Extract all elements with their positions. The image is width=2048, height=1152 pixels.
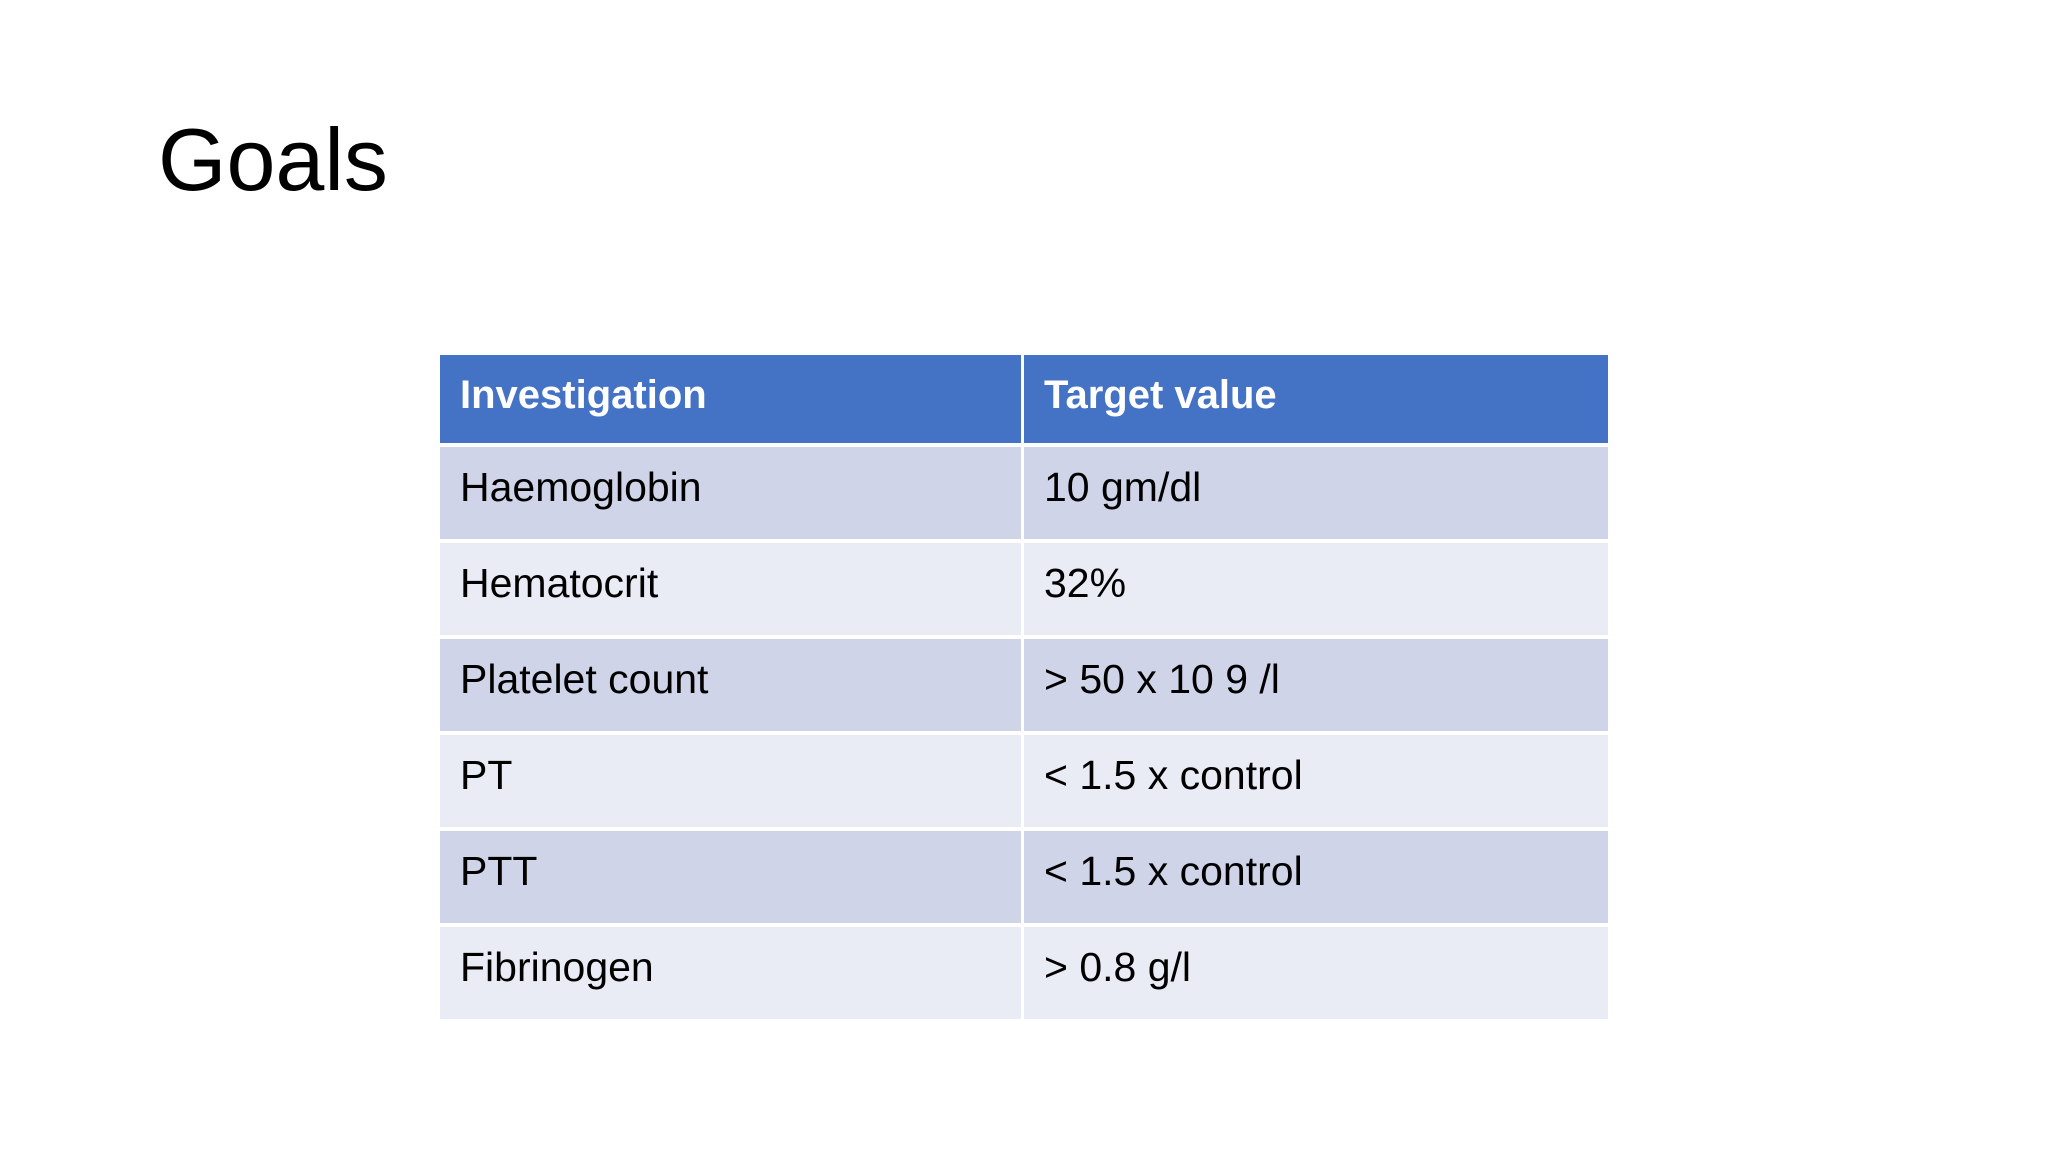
table-row: PTT < 1.5 x control — [440, 831, 1608, 927]
cell-investigation: PT — [440, 735, 1024, 831]
goals-table: Investigation Target value Haemoglobin 1… — [440, 355, 1608, 1023]
slide-title: Goals — [158, 110, 388, 209]
cell-investigation: Hematocrit — [440, 543, 1024, 639]
cell-target-value: < 1.5 x control — [1024, 831, 1608, 927]
cell-investigation: Haemoglobin — [440, 447, 1024, 543]
table-row: Hematocrit 32% — [440, 543, 1608, 639]
table-header-row: Investigation Target value — [440, 355, 1608, 447]
cell-investigation: Fibrinogen — [440, 927, 1024, 1023]
table-row: PT < 1.5 x control — [440, 735, 1608, 831]
cell-target-value: 32% — [1024, 543, 1608, 639]
table-row: Platelet count > 50 x 10 9 /l — [440, 639, 1608, 735]
table-row: Haemoglobin 10 gm/dl — [440, 447, 1608, 543]
goals-table-container: Investigation Target value Haemoglobin 1… — [440, 355, 1608, 1023]
cell-investigation: PTT — [440, 831, 1024, 927]
cell-target-value: 10 gm/dl — [1024, 447, 1608, 543]
table-row: Fibrinogen > 0.8 g/l — [440, 927, 1608, 1023]
cell-target-value: > 0.8 g/l — [1024, 927, 1608, 1023]
cell-target-value: > 50 x 10 9 /l — [1024, 639, 1608, 735]
header-cell-investigation: Investigation — [440, 355, 1024, 447]
header-cell-target-value: Target value — [1024, 355, 1608, 447]
cell-target-value: < 1.5 x control — [1024, 735, 1608, 831]
cell-investigation: Platelet count — [440, 639, 1024, 735]
